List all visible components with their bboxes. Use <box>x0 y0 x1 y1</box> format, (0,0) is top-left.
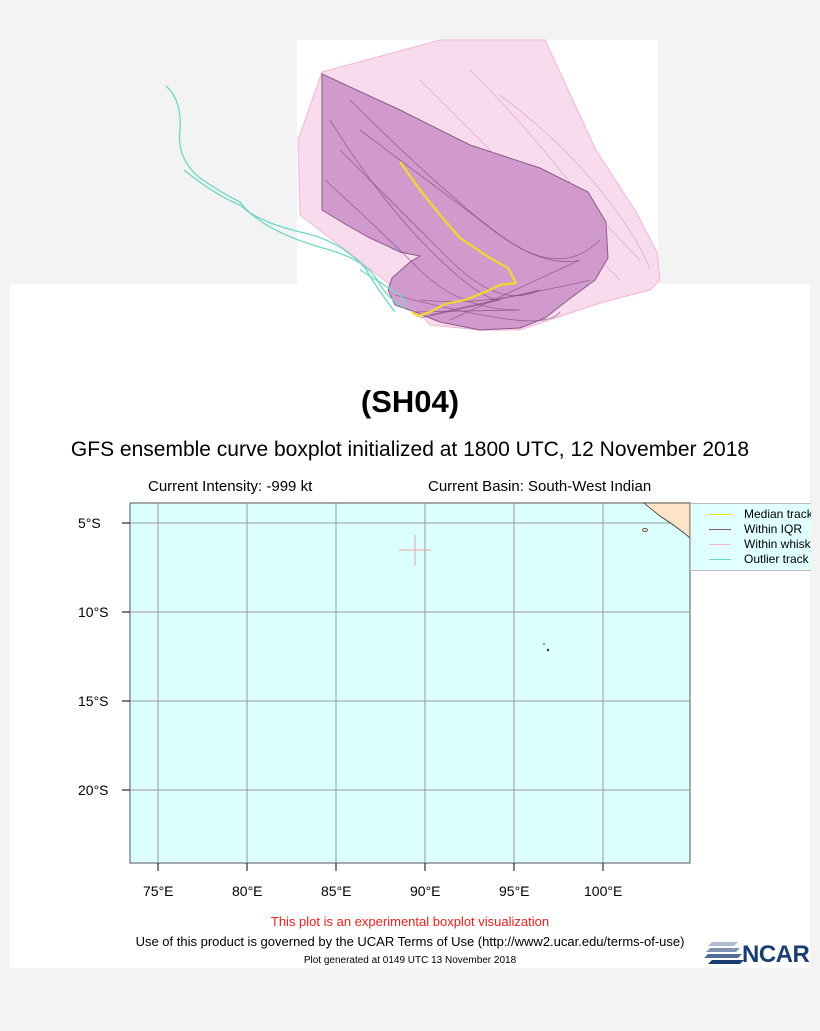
lat-label-10s: 10°S <box>78 604 109 620</box>
track-legend: Median track Within IQR Within whiskers … <box>690 503 811 571</box>
map-background <box>129 502 691 864</box>
map-ticks <box>122 522 604 871</box>
map-gridlines <box>130 503 690 863</box>
lon-label-75e: 75°E <box>143 883 174 899</box>
current-basin: Current Basin: South-West Indian <box>428 478 652 495</box>
plot-subtitle: GFS ensemble curve boxplot initialized a… <box>70 438 750 461</box>
legend-label: Within whiskers <box>744 537 811 551</box>
outlier-tracks <box>165 85 409 313</box>
island-cocos-north <box>543 643 545 645</box>
terms-of-use: Use of this product is governed by the U… <box>135 934 685 949</box>
storm-id-title: (SH04) <box>360 384 460 419</box>
current-position-marker <box>399 535 431 566</box>
lon-label-95e: 95°E <box>499 883 530 899</box>
ncar-logo-text: NCAR <box>742 941 810 968</box>
lon-label-90e: 90°E <box>410 883 441 899</box>
legend-swatch <box>709 559 731 560</box>
legend-item-median: Median track <box>691 507 811 522</box>
median-track <box>399 161 518 318</box>
whisker-tracks <box>419 69 651 281</box>
ncar-logo-icon <box>704 942 744 964</box>
legend-label: Within IQR <box>744 522 803 536</box>
lat-label-15s: 15°S <box>78 693 109 709</box>
lon-label-80e: 80°E <box>232 883 263 899</box>
legend-item-outlier: Outlier track <box>691 552 811 567</box>
legend-item-whiskers: Within whiskers <box>691 537 811 552</box>
current-intensity: Current Intensity: -999 kt <box>148 478 313 495</box>
legend-swatch <box>709 514 731 515</box>
lat-label-20s: 20°S <box>78 782 109 798</box>
generated-timestamp: Plot generated at 0149 UTC 13 November 2… <box>303 955 517 966</box>
lat-label-5s: 5°S <box>78 515 101 531</box>
legend-item-iqr: Within IQR <box>691 522 811 537</box>
ncar-logo: NCAR <box>704 940 810 968</box>
legend-swatch <box>709 529 731 530</box>
experimental-note: This plot is an experimental boxplot vis… <box>270 914 550 929</box>
legend-label: Median track <box>744 507 811 521</box>
lon-label-100e: 100°E <box>584 883 622 899</box>
iqr-tracks <box>324 99 601 322</box>
legend-label: Outlier track <box>744 552 809 566</box>
legend-swatch <box>709 544 731 545</box>
iqr-envelope <box>321 73 609 331</box>
island-cocos <box>546 648 550 652</box>
island-small <box>642 528 648 532</box>
lon-label-85e: 85°E <box>321 883 352 899</box>
